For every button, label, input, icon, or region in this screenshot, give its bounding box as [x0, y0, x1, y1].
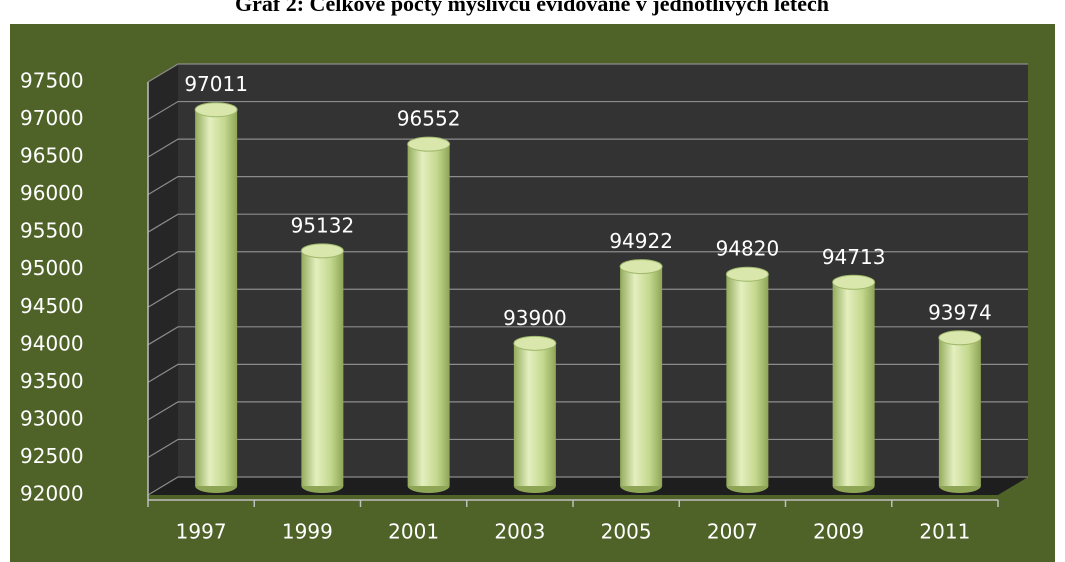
x-tick-label: 1999: [282, 520, 333, 544]
bar: [195, 109, 238, 486]
bar-cap: [832, 274, 876, 290]
value-label: 93974: [928, 300, 992, 324]
bar-cap: [194, 102, 238, 118]
value-label: 94713: [822, 245, 886, 269]
bar-cap: [938, 330, 982, 346]
back-wall: [178, 64, 1028, 477]
grid-line: [147, 176, 1028, 196]
x-tick-label: 2009: [813, 520, 864, 544]
y-tick-label: 93500: [20, 369, 84, 393]
grid-line: [147, 138, 1028, 158]
y-tick-label: 96500: [20, 144, 84, 168]
bar: [832, 282, 875, 486]
y-tick-label: 97000: [20, 106, 84, 130]
bar-cap: [725, 266, 769, 282]
bar-cap: [513, 335, 557, 351]
x-tick-label: 2003: [494, 520, 545, 544]
y-tick-label: 96000: [20, 181, 84, 205]
y-tick-label: 93000: [20, 406, 84, 430]
value-label: 94922: [609, 229, 673, 253]
y-tick-label: 95000: [20, 256, 84, 280]
y-tick-label: 97500: [20, 69, 84, 93]
y-tick-label: 95500: [20, 219, 84, 243]
grid-line: [147, 213, 1028, 233]
value-label: 94820: [716, 237, 780, 261]
bar-cap: [407, 136, 451, 152]
value-label: 93900: [503, 306, 567, 330]
floor: [148, 477, 1028, 495]
bar: [726, 274, 769, 486]
value-label: 96552: [397, 107, 461, 131]
y-tick-label: 92500: [20, 444, 84, 468]
x-tick-label: 1997: [176, 520, 227, 544]
bar-cap: [300, 243, 344, 259]
bar: [938, 337, 981, 486]
grid-line: [147, 251, 1028, 271]
grid-line: [147, 63, 1028, 83]
x-tick-label: 2001: [388, 520, 439, 544]
bar-cap: [619, 259, 663, 275]
bar: [301, 250, 344, 486]
x-tick-label: 2011: [919, 520, 970, 544]
x-tick-label: 2005: [601, 520, 652, 544]
side-wall: [148, 64, 178, 495]
bar: [513, 343, 556, 486]
y-tick-label: 94000: [20, 331, 84, 355]
value-label: 97011: [184, 72, 248, 96]
y-tick-label: 94500: [20, 294, 84, 318]
bar: [620, 266, 663, 486]
chart-title: Graf 2: Celkové počty myslivců evidované…: [235, 0, 829, 16]
value-label: 95132: [291, 213, 355, 237]
y-tick-label: 92000: [20, 482, 84, 506]
bar: [407, 144, 450, 486]
x-tick-label: 2007: [707, 520, 758, 544]
grid-line: [147, 100, 1028, 121]
